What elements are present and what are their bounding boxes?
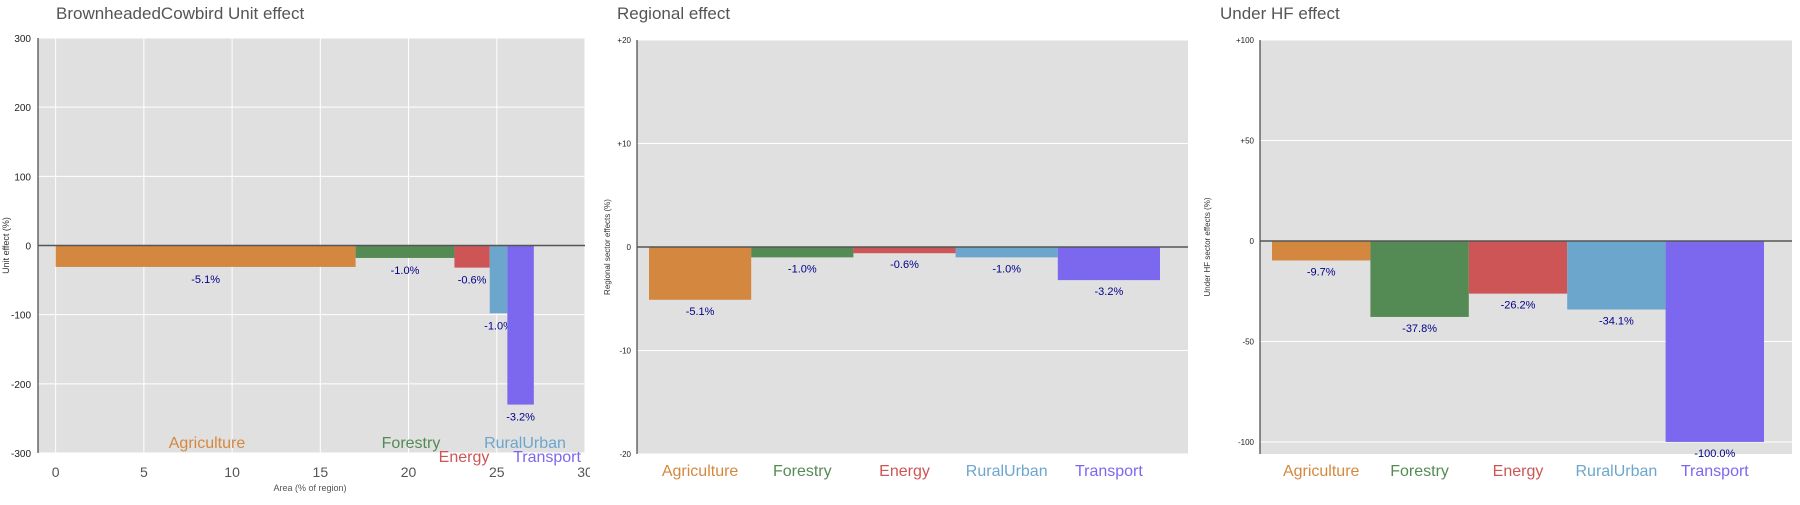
bar-forestry [751,247,854,258]
x-tick-label: 5 [140,464,148,480]
y-tick-label: +20 [617,36,631,45]
bar-value-label: -3.2% [1095,286,1124,298]
y-tick-label: 100 [14,172,31,183]
y-tick-label: -20 [619,450,631,459]
bar-transport [507,245,534,405]
category-label-energy: Energy [879,463,930,480]
under-hf-effect-panel: Under HF effect +100 +50 0 -50 -100 -9.7% Agri… [1200,0,1800,500]
y-tick-label: +10 [617,140,631,149]
x-tick-label: 15 [313,464,329,480]
category-label-agriculture: Agriculture [1283,463,1360,480]
bar-value-label: -0.6% [890,259,919,271]
y-tick-label: +50 [1240,136,1254,145]
y-tick-label: -100 [1238,438,1255,447]
category-label-energy: Energy [439,449,490,466]
bar-value-label: -100.0% [1694,448,1735,460]
bar-energy [1468,240,1568,294]
under-hf-effect-chart: +100 +50 0 -50 -100 -9.7% Agriculture -37.8% For… [1203,36,1792,480]
bar-value-label: -37.8% [1402,323,1437,335]
bar-value-label: -9.7% [1307,266,1336,278]
category-label-ruralurban: RuralUrban [1575,463,1657,480]
bar-forestry [355,245,455,258]
y-tick-label: 200 [14,103,31,114]
y-axis-title: Unit effect (%) [1,217,11,274]
x-tick-label: 10 [224,464,240,480]
category-label-ruralurban: RuralUrban [484,435,566,452]
panel-title: Under HF effect [1220,4,1340,23]
category-label-energy: Energy [1493,463,1544,480]
x-tick-label: 0 [52,464,60,480]
category-label-transport: Transport [1681,463,1749,480]
panel-title: BrownheadedCowbird Unit effect [56,4,305,23]
category-label-forestry: Forestry [1390,463,1449,480]
bar-forestry [1370,240,1469,317]
bar-value-label: -26.2% [1501,300,1536,312]
bar-ruralurban [489,245,508,314]
bar-value-label: -1.0% [484,320,513,332]
bar-value-label: -1.0% [788,263,817,275]
regional-effect-chart: +20 +10 0 -10 -20 -5.1% Agriculture -1.0% Forest… [603,36,1188,480]
bar-agriculture [55,245,356,267]
bar-agriculture [1272,240,1371,261]
y-tick-label: 300 [14,34,31,45]
category-label-agriculture: Agriculture [169,435,246,452]
unit-effect-panel: BrownheadedCowbird Unit effect 0 5 10 15 20 2… [0,0,593,500]
y-axis-title: Regional sector effects (%) [603,199,612,295]
x-tick-label: 25 [489,464,505,480]
y-tick-label: -50 [1242,337,1254,346]
y-tick-label: -10 [619,347,631,356]
category-label-ruralurban: RuralUrban [966,463,1048,480]
category-label-transport: Transport [1075,463,1143,480]
bar-ruralurban [955,247,1058,258]
unit-effect-chart: 0 5 10 15 20 25 30 300 200 100 0 -100 -200 -300 -5.1% -… [1,34,593,493]
bar-value-label: -34.1% [1599,316,1634,328]
bar-energy [853,247,956,254]
bar-value-label: -5.1% [686,306,715,318]
y-tick-label: -300 [11,449,31,460]
y-tick-label: 0 [1250,237,1255,246]
y-tick-label: 0 [25,242,31,253]
panel-title: Regional effect [617,4,731,23]
y-tick-label: +100 [1236,36,1255,45]
category-label-forestry: Forestry [773,463,832,480]
regional-effect-panel: Regional effect +20 +10 0 -10 -20 -5.1% Agricu… [600,0,1200,500]
y-tick-label: -200 [11,380,31,391]
bar-energy [454,245,490,268]
y-tick-label: 0 [627,243,632,252]
bar-agriculture [649,247,752,300]
bar-value-label: -3.2% [506,412,535,424]
y-axis-title: Under HF sector effects (%) [1203,197,1212,296]
x-tick-label: 20 [401,464,417,480]
x-axis-title: Area (% of region) [273,483,346,493]
bar-transport [1057,247,1160,281]
bar-ruralurban [1567,240,1666,310]
bar-transport [1665,240,1764,442]
bar-value-label: -5.1% [191,274,220,286]
x-tick-label: 30 [577,464,590,480]
category-label-agriculture: Agriculture [662,463,739,480]
category-label-transport: Transport [513,449,581,466]
bar-value-label: -0.6% [458,275,487,287]
bar-value-label: -1.0% [391,265,420,277]
y-tick-label: -100 [11,311,31,322]
bar-value-label: -1.0% [992,263,1021,275]
category-label-forestry: Forestry [382,435,441,452]
